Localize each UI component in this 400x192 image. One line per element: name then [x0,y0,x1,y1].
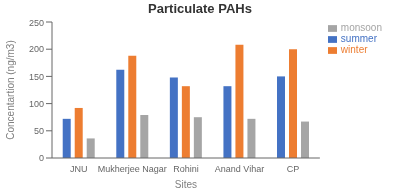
svg-text:200: 200 [29,44,44,54]
svg-text:0: 0 [39,153,44,163]
svg-text:Anand Vihar: Anand Vihar [215,164,264,174]
svg-text:100: 100 [29,99,44,109]
svg-text:150: 150 [29,72,44,82]
svg-text:CP: CP [287,164,300,174]
html-text:winter: winter [340,44,368,55]
svg-text:50: 50 [34,126,44,136]
html-text:summer: summer [340,33,377,44]
svg-text:Mukherjee Nagar: Mukherjee Nagar [98,164,167,174]
svg-text:JNU: JNU [70,164,88,174]
svg-text:Rohini: Rohini [173,164,199,174]
html-text:Particulate PAHs: Particulate PAHs [148,1,252,16]
svg-text:Sites: Sites [175,179,197,190]
html-text:monsoon: monsoon [340,22,382,33]
svg-text:250: 250 [29,18,44,28]
svg-text:Concentartion (ng/m3): Concentartion (ng/m3) [8,40,16,140]
